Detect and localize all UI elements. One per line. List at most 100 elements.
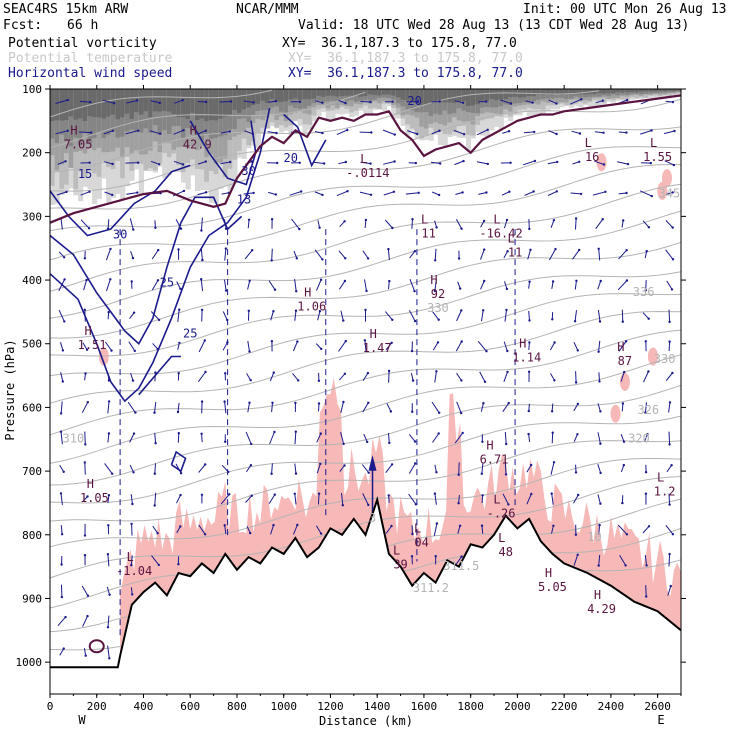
wind-vector bbox=[57, 160, 66, 165]
hl-value: 1.51 bbox=[78, 338, 107, 352]
wind-vector-head bbox=[531, 101, 534, 104]
wind-vector bbox=[598, 248, 601, 261]
wind-vector bbox=[454, 100, 464, 104]
wind-vector-head bbox=[154, 371, 157, 374]
wind-vector-head bbox=[88, 161, 91, 164]
wind-vector-head bbox=[462, 133, 466, 136]
wind-vector bbox=[618, 192, 627, 195]
wind-vector-head bbox=[460, 411, 463, 415]
hl-letter: H bbox=[70, 123, 77, 137]
wind-vector-head bbox=[130, 522, 133, 526]
wind-vector bbox=[409, 250, 416, 259]
wind-vector bbox=[407, 130, 418, 135]
wind-vector-head bbox=[88, 190, 91, 193]
wind-vector-head bbox=[486, 162, 489, 166]
wind-vector bbox=[177, 402, 180, 413]
wind-vector bbox=[550, 462, 555, 475]
wind-vector-head bbox=[650, 194, 653, 198]
wind-vector bbox=[224, 279, 227, 291]
wind-vector-head bbox=[556, 160, 559, 164]
wind-vector-head bbox=[247, 218, 251, 221]
wind-vector-head bbox=[411, 532, 414, 536]
pv-stratosphere-shade bbox=[241, 89, 247, 110]
wind-vector bbox=[102, 99, 115, 104]
wind-vector bbox=[383, 191, 395, 196]
wind-vector-head bbox=[229, 100, 233, 103]
wind-vector-head bbox=[390, 341, 393, 344]
wind-vector bbox=[574, 280, 577, 290]
wind-vector-head bbox=[132, 311, 136, 314]
wind-vector bbox=[315, 100, 323, 104]
pv-stratosphere-shade bbox=[321, 89, 327, 97]
wind-vector-head bbox=[598, 320, 602, 323]
wind-vector bbox=[503, 250, 509, 259]
wind-vector bbox=[362, 372, 369, 381]
wind-vector bbox=[570, 192, 582, 195]
wind-vector bbox=[150, 100, 160, 104]
wind-vector bbox=[639, 190, 653, 197]
wind-vector bbox=[643, 371, 649, 383]
wind-vector-head bbox=[107, 379, 111, 382]
wind-vector-head bbox=[60, 533, 64, 536]
wind-vector bbox=[597, 464, 602, 474]
wind-vector bbox=[551, 403, 554, 412]
wind-vector-head bbox=[272, 523, 275, 527]
wind-vector bbox=[362, 250, 369, 259]
wind-vector-head bbox=[273, 430, 276, 434]
wind-vector-head bbox=[369, 162, 372, 165]
wind-vector-head bbox=[621, 402, 625, 405]
wind-vector-head bbox=[576, 433, 579, 436]
wind-vector bbox=[173, 129, 184, 135]
pv-stratosphere-shade bbox=[293, 89, 299, 99]
wind-vector-head bbox=[411, 218, 414, 221]
wind-vector-head bbox=[482, 309, 485, 312]
wind-vector bbox=[197, 191, 207, 196]
wind-vector-head bbox=[573, 320, 577, 323]
wind-vector-head bbox=[131, 593, 134, 596]
wind-vector bbox=[621, 403, 624, 412]
wind-vector-head bbox=[528, 227, 531, 231]
pv-stratosphere-shade bbox=[536, 89, 542, 95]
wind-vector bbox=[270, 311, 274, 321]
wind-vector bbox=[57, 616, 66, 627]
wind-vector-head bbox=[438, 100, 441, 103]
wind-vector-head bbox=[439, 162, 442, 165]
wind-vector-head bbox=[108, 593, 111, 596]
wind-vector-head bbox=[250, 494, 253, 497]
hl-value: -.0114 bbox=[346, 166, 389, 180]
wind-vector bbox=[454, 432, 464, 444]
wind-vector-head bbox=[392, 190, 396, 193]
wind-vector bbox=[154, 463, 156, 474]
pv-stratosphere-shade bbox=[162, 89, 168, 111]
wind-vector bbox=[385, 464, 393, 474]
wind-vector-head bbox=[644, 340, 647, 343]
wind-vector bbox=[619, 554, 627, 566]
theta-label: 336 bbox=[633, 285, 655, 299]
wind-vector-head bbox=[505, 308, 508, 312]
wind-vector bbox=[480, 249, 485, 260]
wind-vector-head bbox=[296, 523, 299, 527]
hl-letter: L bbox=[493, 212, 500, 226]
wind-vector-head bbox=[83, 308, 87, 311]
wind-vector bbox=[501, 191, 510, 196]
wind-vector bbox=[388, 370, 390, 383]
wind-vector-head bbox=[574, 533, 578, 536]
wind-vector bbox=[315, 343, 322, 350]
wind-vector bbox=[336, 190, 348, 197]
wind-vector bbox=[151, 280, 159, 291]
wind-vector-head bbox=[528, 280, 531, 283]
wind-vector-head bbox=[62, 256, 66, 259]
pv-stratosphere-shade bbox=[115, 89, 121, 120]
wind-vector bbox=[269, 372, 275, 382]
wind-vector-head bbox=[644, 411, 647, 414]
wind-vector-head bbox=[178, 308, 181, 311]
field-name-theta: Potential temperature bbox=[8, 51, 173, 66]
wind-vector-head bbox=[83, 534, 87, 537]
wind-vector bbox=[548, 248, 556, 261]
wind-vector bbox=[642, 312, 650, 320]
wind-vector-head bbox=[295, 257, 298, 260]
hl-value: -1.04 bbox=[116, 564, 152, 578]
wind-vector-head bbox=[62, 470, 65, 473]
wind-vector bbox=[644, 402, 647, 413]
hl-value: 42.9 bbox=[183, 137, 212, 151]
